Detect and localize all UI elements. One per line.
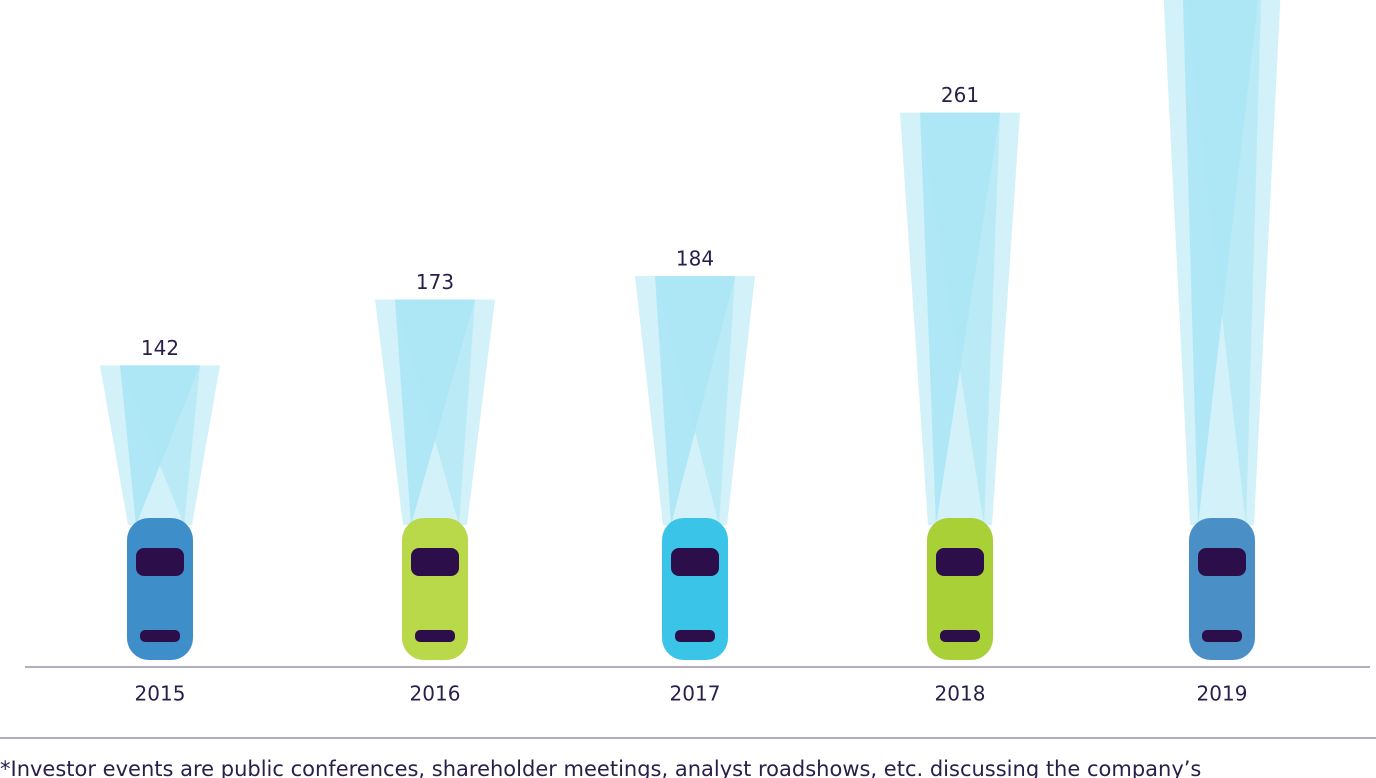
beam-core — [395, 299, 475, 525]
x-tick-label: 2017 — [670, 682, 721, 706]
value-label: 261 — [941, 83, 979, 107]
footnote: *Investor events are public conferences,… — [0, 757, 1201, 778]
car-rear-window — [140, 630, 180, 642]
car-roof — [413, 578, 457, 628]
car-rear-window — [940, 630, 980, 642]
x-tick-label: 2015 — [135, 682, 186, 706]
car-roof — [1200, 578, 1244, 628]
car-rear-window — [1202, 630, 1242, 642]
value-label: 173 — [416, 270, 454, 294]
car-rear-window — [415, 630, 455, 642]
beam-core — [1185, 0, 1262, 525]
car-windshield — [936, 548, 984, 576]
beam-core — [655, 276, 735, 525]
beam-core — [120, 365, 200, 525]
car-windshield — [136, 548, 184, 576]
value-label: 184 — [676, 247, 714, 271]
plot — [100, 0, 1281, 660]
car-roof — [938, 578, 982, 628]
car-windshield — [411, 548, 459, 576]
beam-core — [920, 112, 1000, 526]
car-windshield — [1198, 548, 1246, 576]
car-rear-window — [675, 630, 715, 642]
value-label: 142 — [141, 336, 179, 360]
car-roof — [673, 578, 717, 628]
x-tick-label: 2018 — [935, 682, 986, 706]
x-tick-label: 2016 — [410, 682, 461, 706]
car-windshield — [671, 548, 719, 576]
x-tick-label: 2019 — [1197, 682, 1248, 706]
car-roof — [138, 578, 182, 628]
